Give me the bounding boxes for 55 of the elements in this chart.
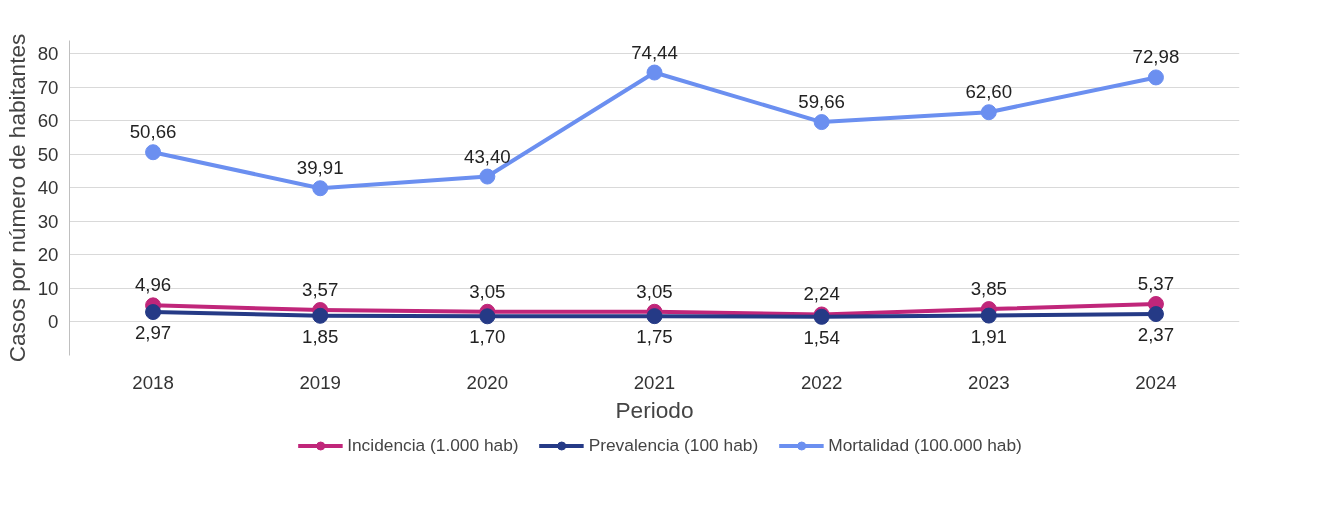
- data-label: 72,98: [1132, 46, 1180, 68]
- legend-label: Prevalencia (100 hab): [588, 434, 759, 456]
- data-label: 39,91: [296, 157, 344, 179]
- point: [145, 304, 162, 321]
- data-label: 1,91: [970, 325, 1007, 347]
- y-tick-label: 20: [37, 244, 59, 266]
- y-tick-label: 80: [37, 43, 59, 65]
- legend-label: Mortalidad (100.000 hab): [828, 434, 1022, 456]
- data-label: 59,66: [798, 91, 845, 113]
- point: [312, 307, 329, 324]
- point: [1147, 69, 1164, 86]
- data-label: 50,66: [129, 121, 177, 143]
- legend-label: Incidencia (1.000 hab): [347, 434, 519, 456]
- point: [980, 307, 997, 324]
- y-tick-label: 70: [37, 76, 59, 98]
- point: [1147, 306, 1164, 323]
- x-tick-label: 2024: [1135, 371, 1177, 393]
- x-tick-label: 2023: [968, 371, 1010, 393]
- y-tick-label: 60: [37, 110, 59, 132]
- data-label: 2,24: [803, 283, 840, 305]
- y-axis-title: Casos por número de habitantes: [3, 33, 30, 363]
- x-tick-label: 2021: [633, 371, 676, 393]
- y-tick-label: 10: [37, 277, 59, 299]
- point: [646, 64, 663, 81]
- data-label: 1,85: [302, 325, 339, 347]
- data-label: 1,54: [803, 326, 840, 348]
- data-label: 3,05: [469, 280, 506, 302]
- point: [145, 144, 162, 161]
- data-label: 4,96: [134, 274, 172, 296]
- data-label: 2,97: [134, 322, 172, 344]
- point: [813, 114, 830, 131]
- data-label: 62,60: [965, 81, 1013, 103]
- data-label: 43,40: [464, 145, 511, 167]
- y-tick-label: 50: [37, 143, 59, 165]
- x-tick-label: 2022: [800, 371, 843, 393]
- y-tick-label: 0: [48, 311, 59, 333]
- data-label: 3,57: [302, 279, 339, 301]
- data-label: 2,37: [1137, 324, 1175, 346]
- data-label: 1,75: [636, 326, 673, 348]
- data-label: 3,85: [970, 278, 1007, 300]
- x-tick-label: 2020: [466, 371, 509, 393]
- x-tick-label: 2019: [299, 371, 341, 393]
- y-tick-label: 30: [37, 210, 59, 232]
- point: [646, 308, 663, 325]
- data-label: 5,37: [1137, 272, 1175, 294]
- point: [312, 180, 329, 197]
- data-label: 1,70: [469, 326, 506, 348]
- x-axis-title: Periodo: [615, 396, 694, 423]
- point: [479, 168, 496, 185]
- x-tick-label: 2018: [132, 371, 174, 393]
- point: [479, 308, 496, 325]
- data-label: 74,44: [631, 41, 678, 63]
- data-label: 3,05: [636, 280, 673, 302]
- y-tick-label: 40: [37, 177, 59, 199]
- point: [980, 104, 997, 121]
